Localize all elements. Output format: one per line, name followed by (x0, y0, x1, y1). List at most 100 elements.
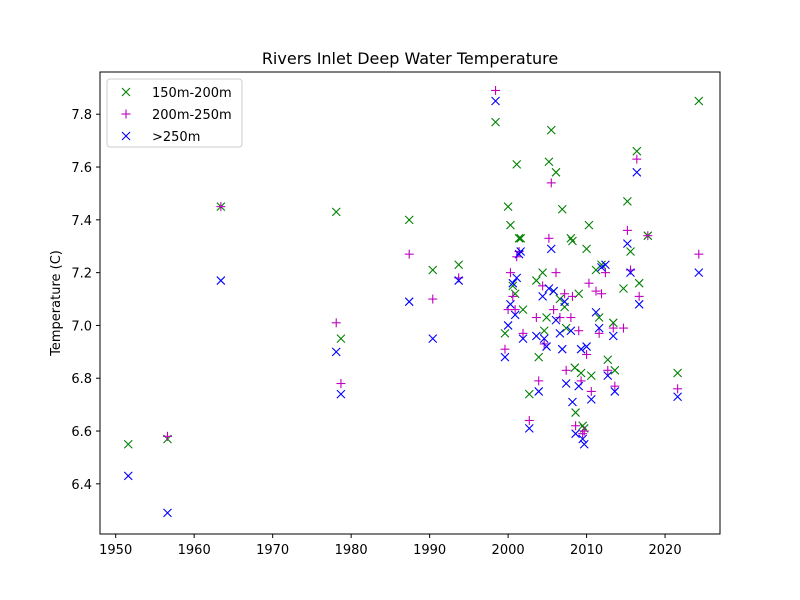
data-point (404, 249, 414, 259)
data-point (594, 313, 604, 322)
data-point (500, 344, 510, 354)
data-point (551, 315, 561, 325)
data-point (586, 386, 596, 396)
legend-marker (121, 87, 131, 97)
data-point (512, 160, 522, 169)
data-point (123, 471, 133, 481)
data-point (623, 239, 632, 248)
data-point (673, 368, 683, 378)
data-point (578, 421, 588, 431)
data-point (510, 310, 520, 320)
data-point (597, 260, 606, 270)
data-point (594, 328, 604, 338)
data-point (610, 381, 620, 391)
data-point (608, 331, 618, 341)
data-point (618, 323, 628, 333)
data-point (512, 273, 522, 283)
data-point (673, 384, 683, 394)
data-point (524, 415, 534, 425)
data-point (546, 178, 556, 188)
legend-label: 200m-250m (152, 108, 232, 123)
data-point (579, 439, 589, 449)
data-point (216, 202, 226, 212)
data-point (534, 352, 544, 362)
data-point (538, 292, 548, 301)
data-point (539, 326, 549, 336)
x-tick-label: 2010 (570, 543, 603, 558)
plot-frame (99, 71, 721, 535)
data-point (503, 202, 513, 212)
data-point (582, 349, 592, 359)
legend-marker (121, 109, 131, 119)
data-point (594, 323, 604, 333)
data-point (568, 397, 577, 407)
data-point (632, 167, 642, 177)
data-point (584, 278, 594, 288)
data-point (566, 326, 576, 336)
data-point (601, 260, 610, 270)
data-point (603, 371, 613, 380)
data-point (591, 307, 601, 317)
y-tick-label: 7.6 (71, 161, 92, 176)
data-point (603, 365, 613, 375)
data-point (561, 365, 571, 375)
data-point (163, 508, 172, 518)
data-point (586, 394, 596, 404)
data-point (567, 291, 577, 301)
series-2 (123, 96, 704, 518)
data-point (610, 387, 620, 396)
data-point (544, 157, 554, 167)
y-tick-label: 7.4 (71, 214, 92, 229)
legend-entry: >250m (121, 130, 200, 145)
data-point (551, 268, 561, 278)
data-point (542, 342, 551, 351)
data-point (331, 347, 341, 357)
data-point (531, 313, 541, 323)
data-point (516, 233, 526, 243)
data-point (546, 125, 556, 135)
data-point (560, 297, 569, 307)
x-tick-label: 2020 (649, 543, 682, 558)
data-point (538, 268, 548, 278)
data-point (404, 297, 414, 307)
data-point (514, 249, 524, 259)
data-point (571, 408, 580, 417)
data-point (539, 334, 549, 344)
data-point (566, 233, 576, 243)
chart-title: Rivers Inlet Deep Water Temperature (262, 49, 558, 68)
legend-label: >250m (152, 130, 200, 145)
data-point (516, 247, 526, 256)
x-tick-label: 1990 (413, 543, 446, 558)
data-point (428, 265, 438, 275)
data-point (571, 421, 581, 431)
legend-label: 150m-200m (152, 86, 232, 101)
data-point (336, 334, 346, 344)
data-point (619, 284, 628, 293)
data-point (510, 305, 520, 315)
data-point (454, 276, 464, 285)
x-tick-label: 1950 (99, 543, 132, 558)
legend-box (106, 78, 243, 148)
data-point (632, 146, 642, 156)
data-point (634, 278, 644, 288)
data-point (491, 117, 500, 127)
data-point (544, 233, 554, 243)
data-point (336, 379, 346, 389)
data-point (162, 431, 172, 441)
data-point (514, 233, 524, 243)
data-point (610, 365, 620, 375)
data-point (673, 392, 683, 402)
data-point (596, 289, 606, 299)
data-point (216, 276, 226, 285)
data-point (555, 313, 565, 323)
data-point (508, 291, 518, 301)
data-point (576, 368, 586, 378)
legend: 150m-200m 200m-250m >250m (106, 78, 243, 148)
data-marks (123, 85, 704, 518)
data-point (568, 236, 577, 246)
y-tick-label: 7.2 (71, 267, 92, 282)
y-tick-label: 7.0 (71, 319, 92, 334)
data-point (506, 299, 515, 309)
y-axis-title: Temperature (C) (49, 250, 64, 357)
